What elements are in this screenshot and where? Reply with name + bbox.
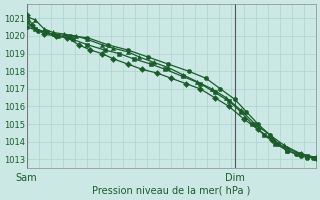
X-axis label: Pression niveau de la mer( hPa ): Pression niveau de la mer( hPa ) (92, 186, 251, 196)
